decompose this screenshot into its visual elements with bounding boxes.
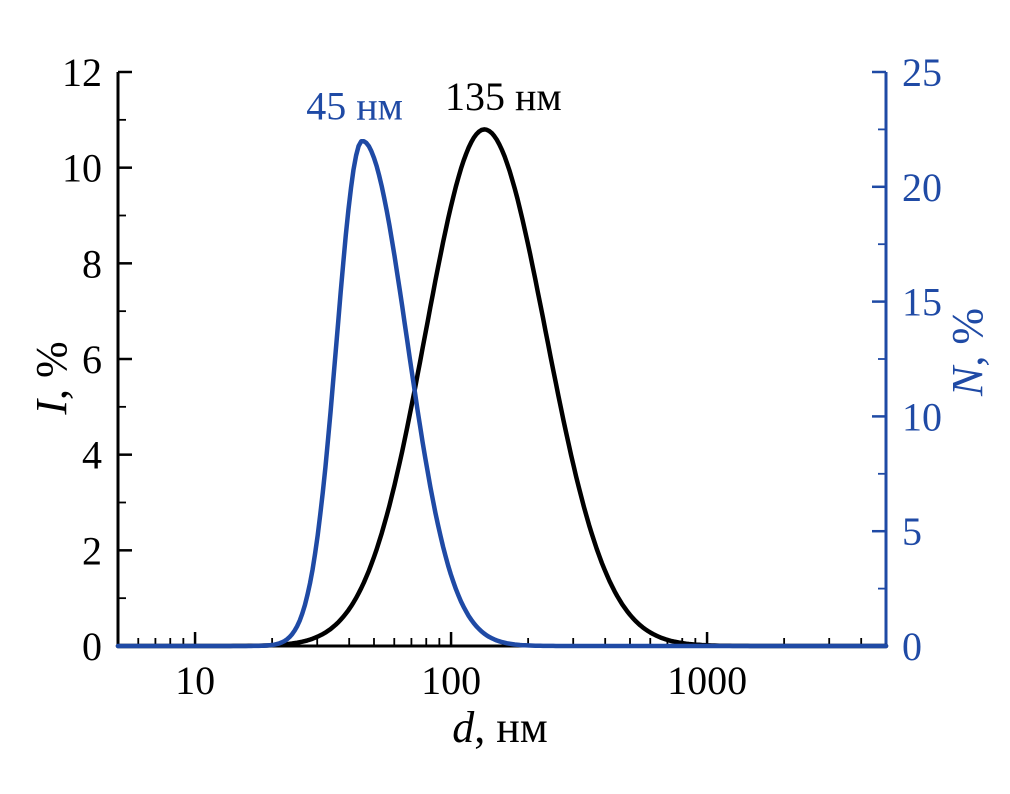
- right-axis-variable: N: [943, 366, 992, 397]
- peak-annotation: 45 нм: [306, 83, 403, 128]
- right-axis-units: , %: [943, 307, 992, 367]
- x-tick-label: 100: [421, 658, 481, 703]
- right-y-tick-label: 15: [902, 280, 942, 325]
- left-y-tick-label: 4: [82, 433, 102, 478]
- left-y-tick-label: 6: [82, 337, 102, 382]
- left-axis-variable: I: [27, 400, 76, 415]
- left-y-tick-label: 10: [62, 146, 102, 191]
- left-y-tick-label: 12: [62, 50, 102, 95]
- left-y-tick-label: 0: [82, 624, 102, 669]
- x-axis-variable: d: [452, 703, 475, 752]
- right-y-tick-label: 20: [902, 165, 942, 210]
- right-y-tick-label: 5: [902, 509, 922, 554]
- left-axis-title: I, %: [27, 341, 76, 415]
- x-tick-label: 1000: [667, 658, 747, 703]
- left-y-tick-label: 8: [82, 241, 102, 286]
- x-tick-label: 10: [175, 658, 215, 703]
- x-axis-title: d, нм: [452, 706, 547, 750]
- x-axis-units: , нм: [474, 703, 548, 752]
- right-y-tick-label: 0: [902, 624, 922, 669]
- left-y-tick-label: 2: [82, 528, 102, 573]
- peak-annotation: 135 нм: [445, 74, 562, 119]
- left-axis-units: , %: [27, 341, 76, 400]
- intensity-distribution-curve: [115, 127, 889, 649]
- right-axis-title: N, %: [943, 307, 992, 397]
- number-distribution-curve: [115, 138, 889, 649]
- right-y-tick-label: 25: [902, 50, 942, 95]
- right-y-tick-label: 10: [902, 394, 942, 439]
